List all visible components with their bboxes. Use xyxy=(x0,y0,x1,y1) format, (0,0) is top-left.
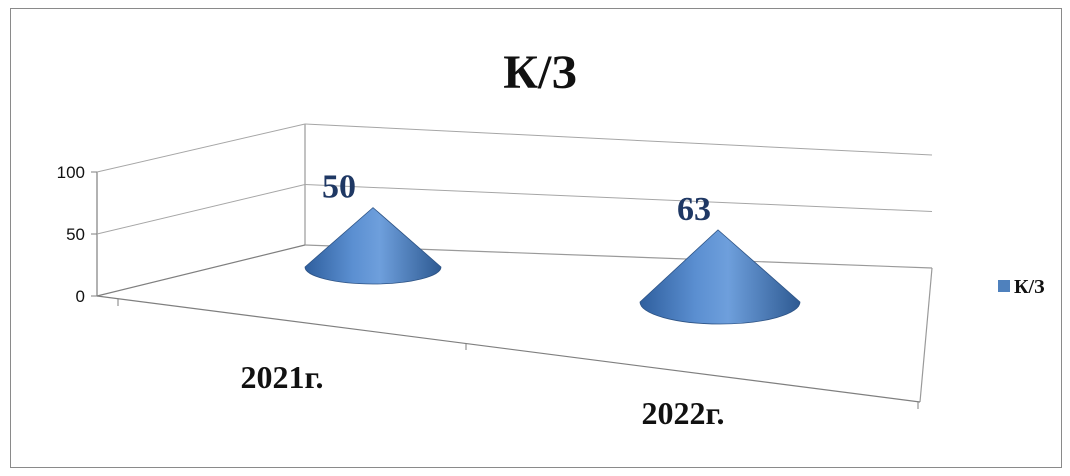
gridline-back xyxy=(304,123,933,156)
cone-body xyxy=(639,229,801,325)
legend-swatch xyxy=(998,280,1010,292)
cone-0 xyxy=(304,207,442,285)
gridline-side xyxy=(96,184,306,235)
gridlines xyxy=(96,123,933,235)
chart-frame xyxy=(10,8,1062,468)
chart-walls xyxy=(96,124,933,403)
floor-left-edge xyxy=(96,244,306,297)
legend: К/З xyxy=(998,276,1045,298)
x-tick-label: 2021г. xyxy=(241,359,324,395)
data-label: 63 xyxy=(677,191,711,228)
x-axis-line xyxy=(96,295,921,403)
chart-title: К/З xyxy=(503,46,576,99)
y-tick-label: 0 xyxy=(76,287,85,306)
cone-series xyxy=(304,207,801,325)
y-axis-ticks: 0 50 100 xyxy=(57,163,97,306)
data-labels: 50 63 xyxy=(322,169,711,228)
gridline-side xyxy=(96,123,306,173)
gridline-back xyxy=(304,184,933,212)
y-tick-label: 50 xyxy=(66,225,85,244)
data-label: 50 xyxy=(322,169,356,206)
cone-body xyxy=(304,207,442,285)
floor-right-edge xyxy=(919,267,933,403)
y-tick-label: 100 xyxy=(57,163,85,182)
legend-label: К/З xyxy=(1014,276,1045,298)
cone-1 xyxy=(639,229,801,325)
x-axis-ticks: 2021г. 2022г. xyxy=(117,299,919,431)
x-tick-label: 2022г. xyxy=(642,395,725,431)
